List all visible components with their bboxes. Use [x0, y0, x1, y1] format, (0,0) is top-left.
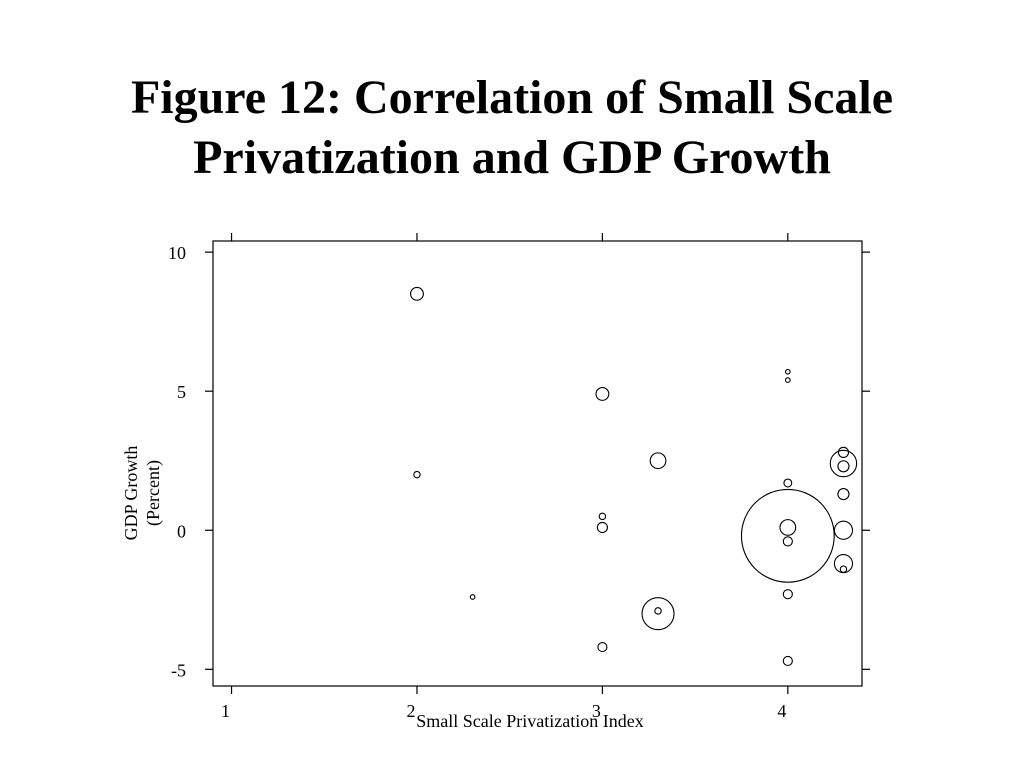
- data-points: [410, 286, 858, 667]
- data-point: [837, 488, 850, 501]
- x-tick-label: 1: [221, 701, 230, 721]
- data-point: [782, 536, 793, 547]
- data-point: [469, 594, 476, 600]
- data-point: [782, 589, 793, 600]
- y-tick-label: -5: [171, 660, 186, 680]
- data-point: [784, 368, 791, 375]
- y-tick-label: 5: [177, 382, 186, 402]
- data-point: [641, 597, 675, 631]
- data-point: [596, 521, 609, 534]
- y-tick-label: 10: [168, 243, 186, 263]
- x-axis-label: Small Scale Privatization Index: [416, 711, 643, 731]
- data-point: [833, 520, 854, 540]
- data-point: [597, 641, 608, 653]
- data-point: [410, 286, 424, 301]
- figure-title: Figure 12: Correlation of Small Scale Pr…: [0, 68, 1024, 188]
- x-tick-label: 4: [777, 701, 786, 721]
- data-point: [649, 452, 667, 470]
- x-tick-label: 3: [592, 701, 601, 721]
- data-point: [839, 565, 848, 573]
- y-axis-label-line: (Percent): [143, 460, 164, 526]
- data-point: [784, 377, 791, 383]
- y-axis-label-line: GDP Growth: [121, 446, 141, 541]
- y-axis: -5 0 5 10: [168, 243, 870, 680]
- data-point: [598, 512, 607, 521]
- plot-area-frame: [212, 240, 863, 687]
- data-point: [782, 655, 793, 667]
- figure-title-line-2: Privatization and GDP Growth: [193, 131, 831, 184]
- y-axis-label: GDP Growth (Percent): [121, 446, 164, 541]
- data-point: [837, 460, 850, 473]
- data-point: [595, 387, 610, 401]
- y-tick-label: 0: [177, 521, 186, 541]
- data-point: [740, 488, 835, 583]
- data-point: [779, 519, 797, 536]
- data-point: [829, 449, 858, 478]
- data-point: [837, 446, 850, 458]
- data-point: [413, 470, 421, 479]
- x-axis: 1 2 3 4: [221, 233, 789, 721]
- figure-title-line-1: Figure 12: Correlation of Small Scale: [130, 71, 894, 124]
- data-point: [783, 478, 793, 488]
- x-tick-label: 2: [406, 701, 415, 721]
- data-point: [654, 607, 662, 615]
- data-point: [833, 554, 854, 574]
